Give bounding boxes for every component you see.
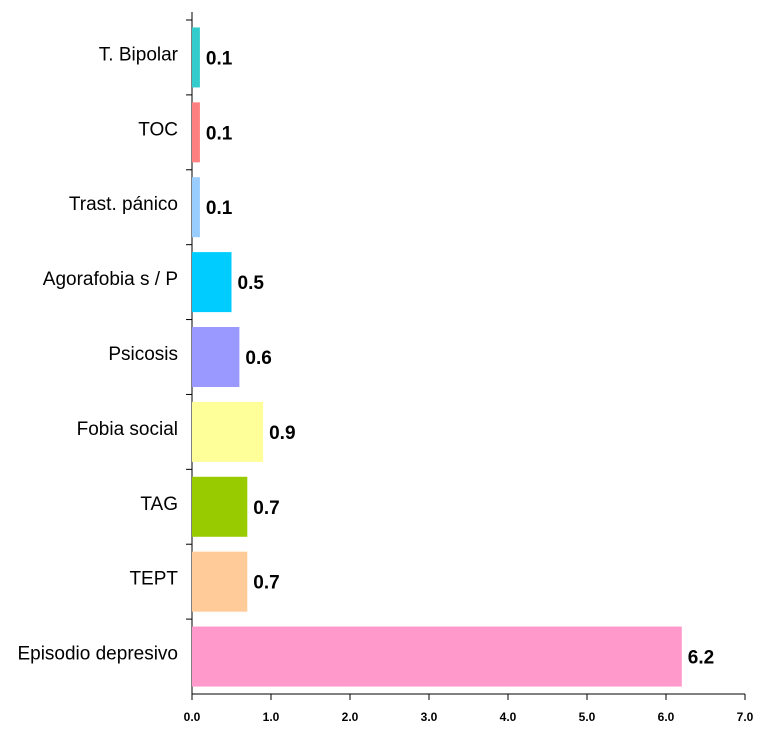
bar xyxy=(192,102,200,163)
value-label: 0.1 xyxy=(206,123,233,144)
y-tick-label: Fobia social xyxy=(77,419,178,440)
value-label: 0.7 xyxy=(253,498,279,519)
bar xyxy=(192,177,200,238)
y-tick-label: TEPT xyxy=(129,569,178,590)
x-tick-label: 6.0 xyxy=(658,710,675,724)
y-tick-label: Episodio depresivo xyxy=(17,644,178,665)
y-tick-label: Trast. pánico xyxy=(69,194,178,215)
bar xyxy=(192,401,264,462)
x-tick-label: 7.0 xyxy=(737,710,754,724)
value-label: 0.9 xyxy=(269,423,295,444)
y-tick-label: T. Bipolar xyxy=(99,44,179,65)
y-tick-label: TOC xyxy=(138,119,178,140)
value-label: 0.1 xyxy=(206,48,233,69)
bar xyxy=(192,551,248,612)
x-tick-label: 3.0 xyxy=(421,710,438,724)
bar xyxy=(192,626,682,687)
value-label: 6.2 xyxy=(688,648,714,669)
x-tick-label: 1.0 xyxy=(263,710,280,724)
value-label: 0.5 xyxy=(238,273,265,294)
x-tick-label: 2.0 xyxy=(342,710,359,724)
value-label: 0.6 xyxy=(245,348,271,369)
y-tick-label: Psicosis xyxy=(108,344,178,365)
x-tick-label: 5.0 xyxy=(579,710,596,724)
x-tick-label: 0.0 xyxy=(184,710,201,724)
value-label: 0.1 xyxy=(206,198,233,219)
bar xyxy=(192,27,200,88)
x-tick-label: 4.0 xyxy=(500,710,517,724)
bar xyxy=(192,252,232,313)
y-tick-label: Agorafobia s / P xyxy=(43,269,178,290)
bar xyxy=(192,476,248,537)
y-tick-label: TAG xyxy=(140,494,178,515)
bar xyxy=(192,327,240,387)
value-label: 0.7 xyxy=(253,573,279,594)
